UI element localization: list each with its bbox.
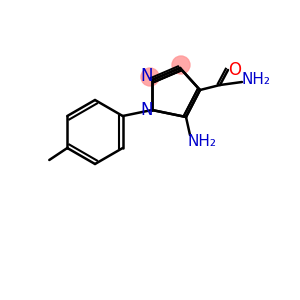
Ellipse shape xyxy=(141,68,159,86)
Text: O: O xyxy=(229,61,242,79)
Text: N: N xyxy=(141,67,153,85)
Text: NH₂: NH₂ xyxy=(242,73,271,88)
Text: NH₂: NH₂ xyxy=(188,134,217,149)
Ellipse shape xyxy=(172,56,190,74)
Text: N: N xyxy=(141,101,153,119)
